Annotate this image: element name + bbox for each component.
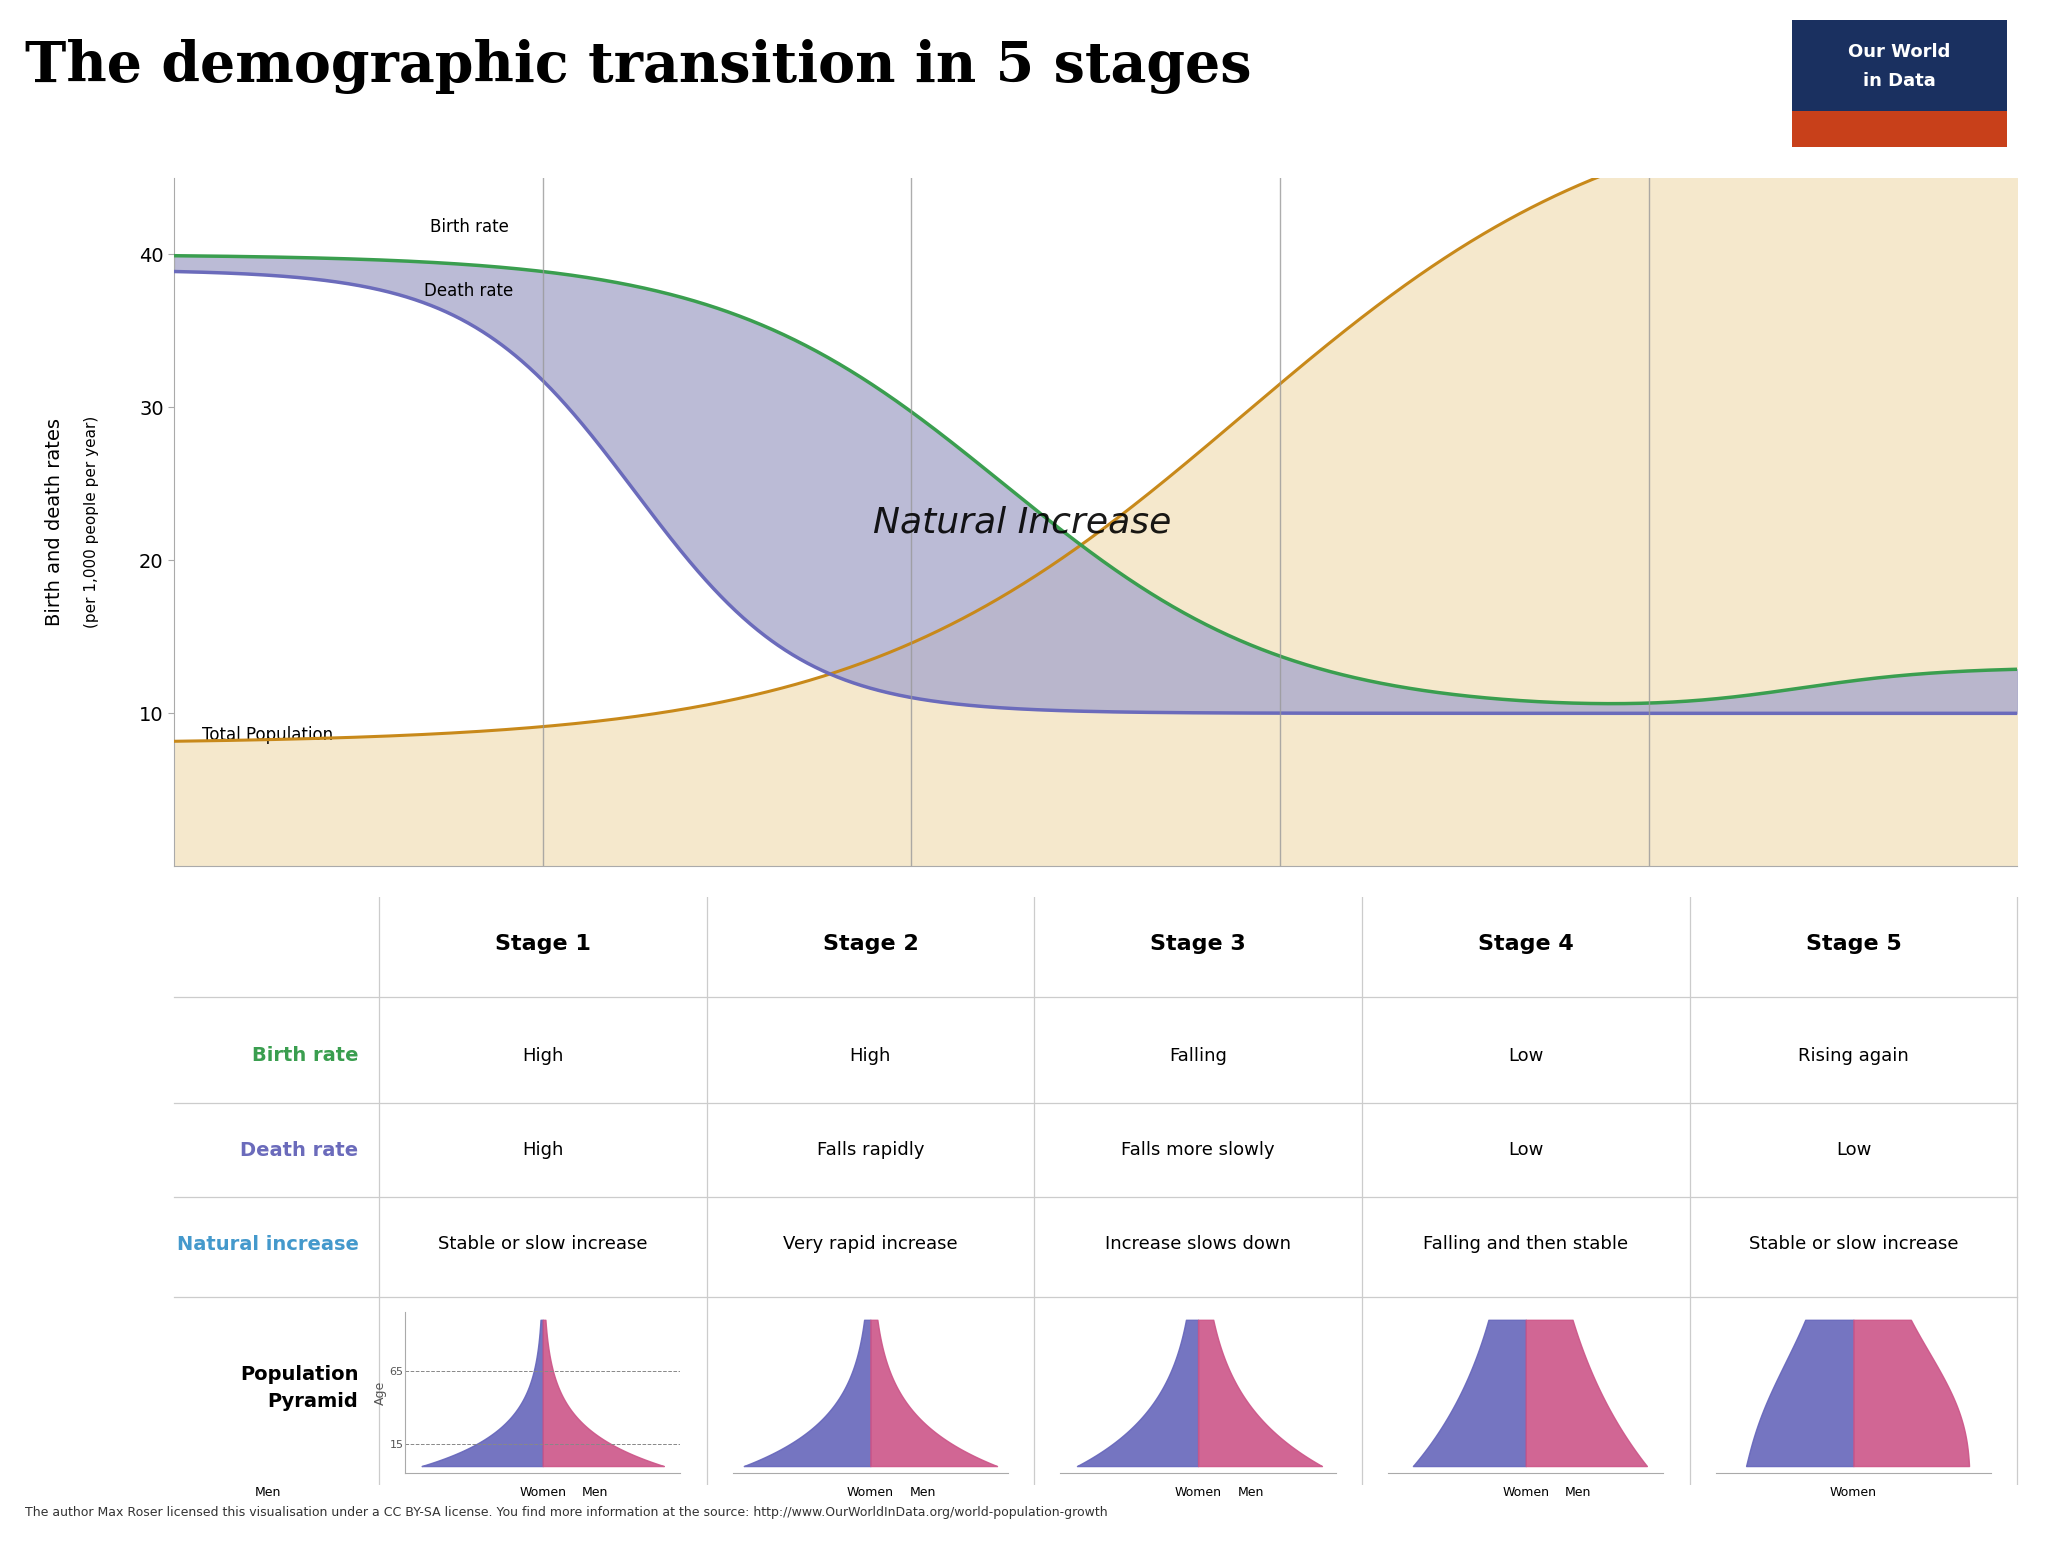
Text: Birth rate: Birth rate	[252, 1046, 358, 1066]
Text: in Data: in Data	[1864, 73, 1935, 90]
Bar	[1792, 20, 2007, 111]
Text: Natural increase: Natural increase	[176, 1235, 358, 1253]
Text: Stage 4: Stage 4	[1479, 934, 1573, 954]
Y-axis label: Age: Age	[375, 1381, 387, 1405]
Text: The author Max Roser licensed this visualisation under a CC BY-SA license. You f: The author Max Roser licensed this visua…	[25, 1507, 1108, 1519]
Text: Falls more slowly: Falls more slowly	[1120, 1142, 1276, 1159]
Text: Our World: Our World	[1849, 43, 1950, 60]
Text: High: High	[850, 1047, 891, 1064]
Text: Men: Men	[909, 1487, 936, 1499]
Text: Men: Men	[582, 1487, 608, 1499]
Text: The demographic transition in 5 stages: The demographic transition in 5 stages	[25, 39, 1251, 94]
Text: High: High	[522, 1142, 563, 1159]
Text: Men: Men	[254, 1487, 281, 1499]
Text: Stage 2: Stage 2	[823, 934, 918, 954]
Text: Women: Women	[848, 1487, 893, 1499]
Text: Death rate: Death rate	[240, 1140, 358, 1160]
Text: Death rate: Death rate	[424, 282, 514, 300]
Text: Stage 5: Stage 5	[1806, 934, 1901, 954]
Text: Birth and death rates: Birth and death rates	[45, 418, 63, 627]
Text: Population
Pyramid: Population Pyramid	[240, 1366, 358, 1411]
Text: Natural Increase: Natural Increase	[872, 506, 1171, 538]
Text: Low: Low	[1507, 1047, 1544, 1064]
Text: Falling: Falling	[1169, 1047, 1227, 1064]
Text: Very rapid increase: Very rapid increase	[782, 1235, 958, 1253]
Text: High: High	[522, 1047, 563, 1064]
Text: Low: Low	[1835, 1142, 1872, 1159]
Text: Men: Men	[1237, 1487, 1264, 1499]
Text: Stable or slow increase: Stable or slow increase	[438, 1235, 647, 1253]
Text: Falling and then stable: Falling and then stable	[1423, 1235, 1628, 1253]
Text: Women: Women	[1831, 1487, 1876, 1499]
Text: Women: Women	[1503, 1487, 1548, 1499]
Text: Falls rapidly: Falls rapidly	[817, 1142, 924, 1159]
Text: Stage 1: Stage 1	[496, 934, 590, 954]
Text: Increase slows down: Increase slows down	[1106, 1235, 1290, 1253]
Text: Men: Men	[1565, 1487, 1591, 1499]
Text: (per 1,000 people per year): (per 1,000 people per year)	[84, 416, 98, 628]
Bar	[1792, 111, 2007, 147]
Text: Stage 3: Stage 3	[1151, 934, 1245, 954]
Text: Women: Women	[520, 1487, 565, 1499]
Text: Total Population: Total Population	[201, 726, 334, 744]
Text: Stable or slow increase: Stable or slow increase	[1749, 1235, 1958, 1253]
Text: Birth rate: Birth rate	[430, 218, 508, 237]
Text: Women: Women	[1176, 1487, 1221, 1499]
Text: Low: Low	[1507, 1142, 1544, 1159]
Text: Rising again: Rising again	[1798, 1047, 1909, 1064]
